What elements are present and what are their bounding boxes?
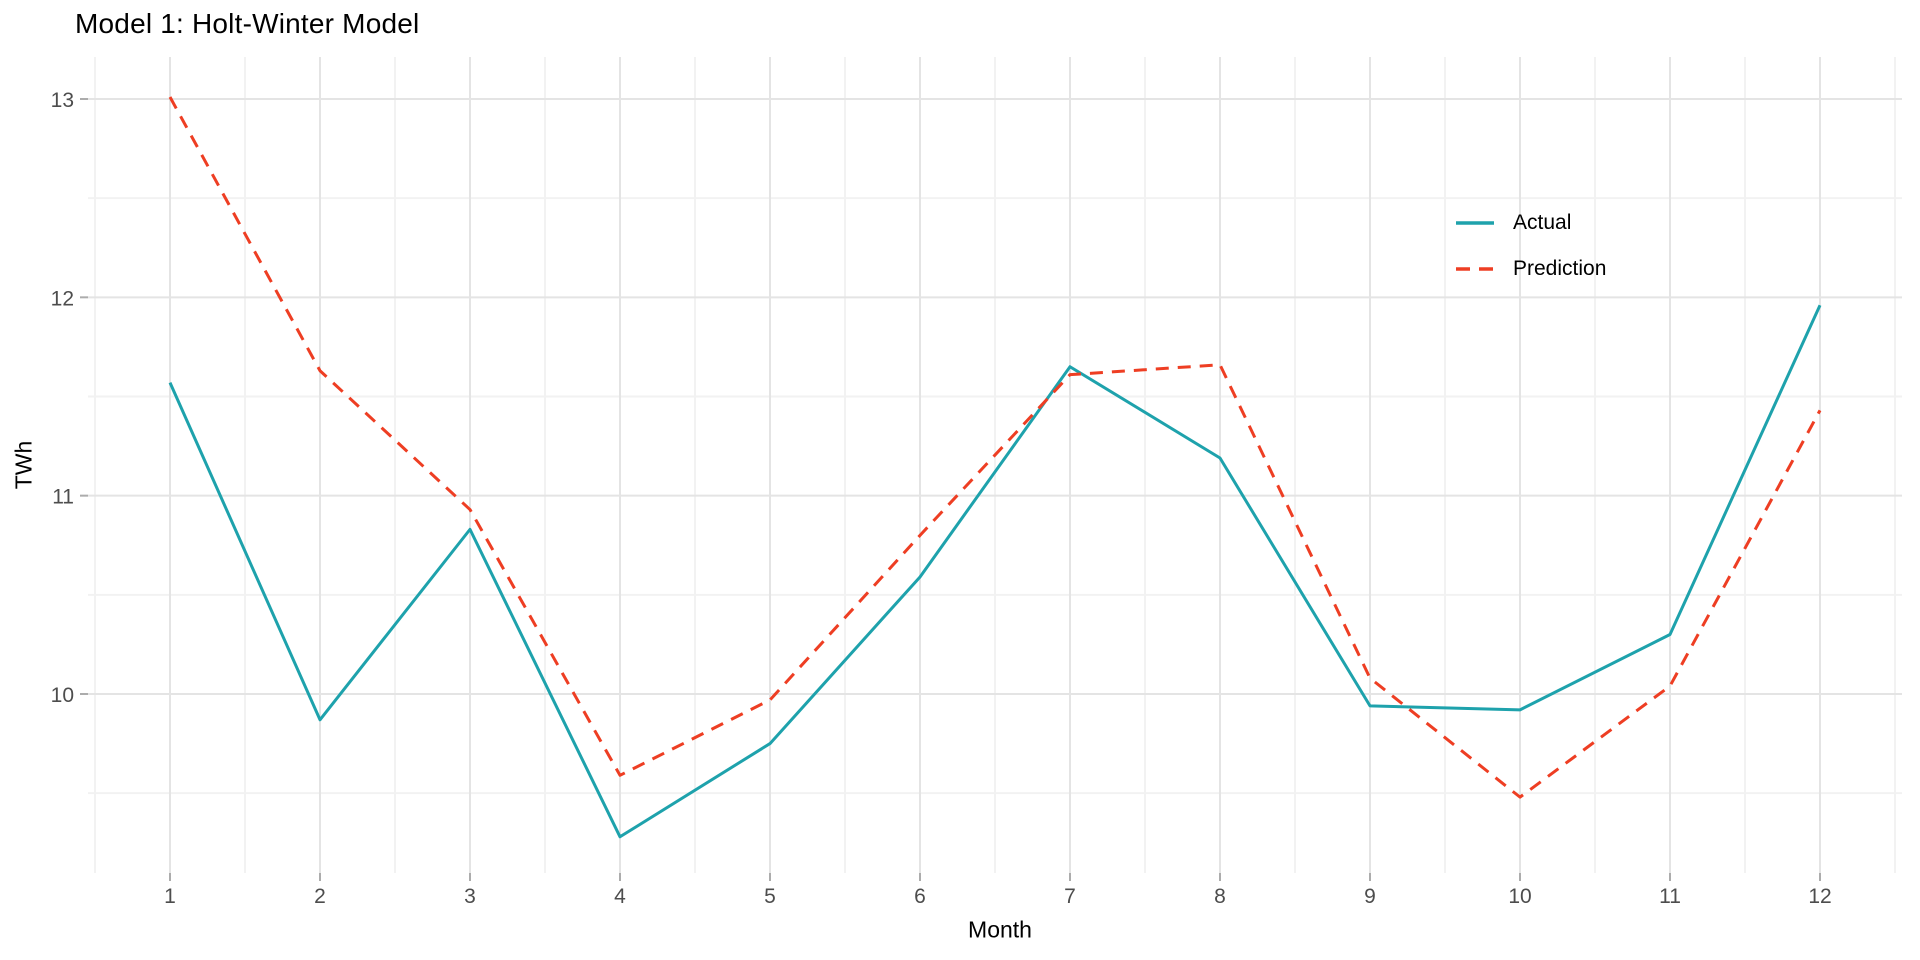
y-tick-label: 13 (51, 89, 74, 112)
x-tick-label: 4 (614, 885, 626, 908)
y-tick-label: 12 (51, 287, 74, 310)
x-tick-label: 9 (1364, 885, 1376, 908)
x-tick-label: 3 (464, 885, 476, 908)
legend-label: Prediction (1513, 257, 1607, 280)
x-tick-label: 6 (914, 885, 926, 908)
x-tick-label: 10 (1508, 885, 1531, 908)
x-tick-label: 2 (314, 885, 326, 908)
series-line-actual (168, 304, 1822, 839)
x-tick-label: 11 (1659, 885, 1681, 908)
series-line-prediction (168, 96, 1822, 799)
x-tick-label: 1 (164, 885, 176, 908)
x-tick-label: 7 (1064, 885, 1076, 908)
legend-item-prediction: Prediction (1455, 246, 1606, 292)
y-tick-label: 10 (51, 684, 74, 707)
legend-swatch-dashed-line (1456, 267, 1494, 271)
chart-title: Model 1: Holt-Winter Model (75, 8, 420, 39)
legend-swatch-solid-line (1456, 221, 1494, 225)
legend-item-actual: Actual (1455, 200, 1606, 246)
legend: Actual Prediction (1455, 200, 1606, 292)
x-axis-title: Month (968, 916, 1032, 943)
x-tick-label: 5 (764, 885, 776, 908)
x-tick-label: 8 (1214, 885, 1226, 908)
x-tick-label: 12 (1808, 885, 1831, 908)
y-tick-label: 11 (52, 486, 74, 509)
legend-label: Actual (1513, 211, 1572, 234)
